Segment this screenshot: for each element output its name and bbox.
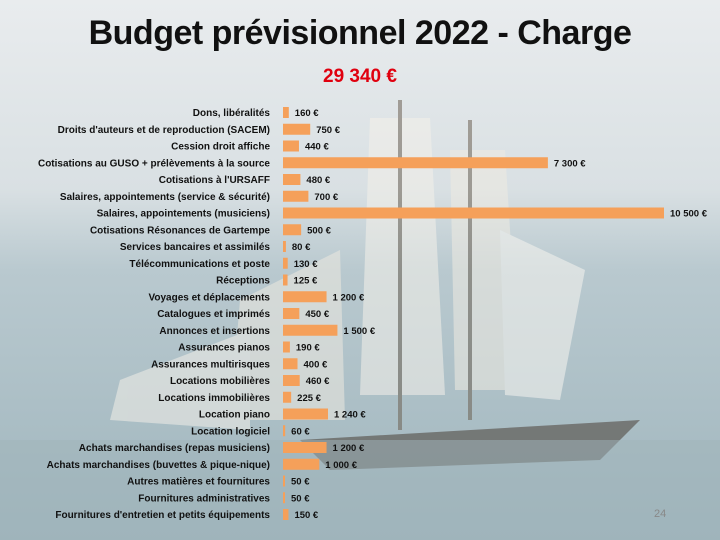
category-label: Réceptions [216, 276, 270, 287]
value-label: 1 200 € [333, 292, 365, 303]
category-label: Cession droit affiche [171, 142, 270, 153]
value-label: 1 240 € [334, 410, 366, 421]
category-label: Services bancaires et assimilés [120, 242, 271, 253]
value-label: 500 € [307, 225, 331, 236]
bar [283, 207, 664, 219]
category-label: Locations mobilières [170, 376, 270, 387]
category-label: Assurances multirisques [151, 359, 270, 370]
page-number: 24 [654, 508, 667, 520]
bar [283, 123, 311, 135]
category-label: Fournitures administratives [138, 493, 270, 504]
bar [283, 291, 327, 303]
bar [283, 391, 292, 403]
value-label: 10 500 € [670, 209, 708, 220]
bar [283, 408, 328, 420]
bar [283, 224, 302, 236]
bar [283, 492, 285, 504]
bar [283, 190, 309, 202]
value-label: 50 € [291, 477, 310, 488]
bar [283, 241, 286, 252]
bar [283, 257, 288, 269]
value-label: 700 € [314, 192, 338, 203]
value-label: 1 000 € [325, 460, 357, 471]
value-label: 80 € [292, 242, 311, 253]
value-label: 160 € [295, 108, 319, 119]
value-label: 450 € [305, 309, 329, 320]
value-label: 7 300 € [554, 158, 586, 169]
category-label: Achats marchandises (buvettes & pique-ni… [47, 460, 270, 471]
value-label: 130 € [294, 259, 318, 270]
total-amount: 29 340 € [323, 66, 397, 87]
bar [283, 458, 320, 470]
category-label: Assurances pianos [178, 343, 270, 354]
category-label: Cotisations à l'URSAFF [159, 175, 270, 186]
category-label: Salaires, appointements (musiciens) [97, 209, 270, 220]
bar [283, 341, 290, 353]
category-label: Voyages et déplacements [148, 292, 270, 303]
value-label: 60 € [291, 426, 310, 437]
category-label: Annonces et insertions [159, 326, 270, 337]
category-label: Location logiciel [191, 426, 270, 437]
category-label: Cotisations au GUSO + prélèvements à la … [38, 158, 270, 169]
category-label: Locations immobilières [158, 393, 270, 404]
value-label: 750 € [316, 125, 340, 136]
category-label: Dons, libéralités [193, 108, 271, 119]
bar [283, 442, 327, 453]
category-label: Catalogues et imprimés [157, 309, 270, 320]
bar [283, 274, 288, 286]
bar [283, 140, 299, 152]
category-label: Fournitures d'entretien et petits équipe… [55, 510, 270, 521]
value-label: 1 200 € [333, 443, 365, 454]
bar [283, 174, 301, 185]
value-label: 150 € [294, 510, 318, 521]
category-label: Achats marchandises (repas musiciens) [79, 443, 270, 454]
category-label: Autres matières et fournitures [127, 477, 270, 488]
category-label: Cotisations Résonances de Gartempe [90, 225, 270, 236]
value-label: 125 € [294, 276, 318, 287]
value-label: 50 € [291, 493, 310, 504]
slide-title: Budget prévisionnel 2022 - Charge [88, 14, 632, 52]
category-label: Salaires, appointements (service & sécur… [60, 192, 270, 203]
bar [283, 375, 300, 386]
bar [283, 157, 548, 169]
value-label: 460 € [306, 376, 330, 387]
category-label: Télécommunications et poste [129, 259, 270, 270]
category-label: Location piano [199, 410, 270, 421]
value-label: 440 € [305, 142, 329, 153]
bar [283, 308, 300, 319]
bar [283, 425, 286, 437]
bar [283, 509, 289, 520]
bar [283, 107, 289, 118]
bar [283, 358, 298, 370]
bar [283, 475, 285, 487]
value-label: 1 500 € [343, 326, 375, 337]
value-label: 480 € [306, 175, 330, 186]
category-label: Droits d'auteurs et de reproduction (SAC… [58, 125, 270, 136]
value-label: 190 € [296, 343, 320, 354]
bar [283, 324, 338, 336]
value-label: 400 € [304, 359, 328, 370]
value-label: 225 € [297, 393, 321, 404]
